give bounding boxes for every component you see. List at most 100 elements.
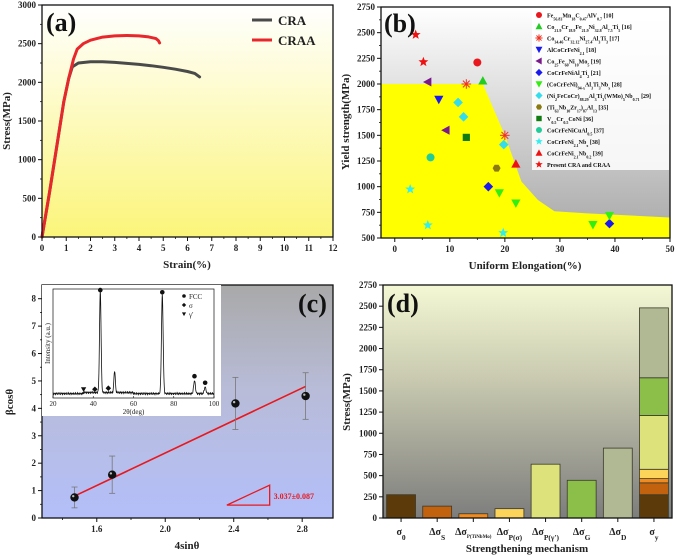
- x-tick-label: 20: [500, 244, 510, 254]
- y-tick-label: 500: [23, 193, 37, 203]
- x-tick-label: 2.4: [228, 524, 240, 534]
- x-tick-label: 12: [329, 243, 339, 253]
- legend-label-part: Ti: [597, 94, 603, 100]
- y-tick-label: 2750: [357, 2, 376, 12]
- legend-label-part: x: [586, 143, 588, 148]
- legend-ref: [10]: [602, 14, 614, 20]
- x-tick-label: 50: [666, 244, 676, 254]
- data-point: [70, 493, 79, 502]
- legend-label-part: (CoCrFeNi): [547, 82, 578, 89]
- x-tick-label: 7: [210, 243, 215, 253]
- data-point: [511, 199, 521, 208]
- legend-label-part: Nb: [579, 152, 587, 158]
- legend-label-part: Ni: [569, 60, 575, 66]
- data-point: [494, 189, 504, 198]
- legend-label-part: Al: [602, 25, 608, 31]
- y-tick-label: 0: [32, 513, 37, 523]
- data-point-highlight: [232, 400, 236, 404]
- legend-label-part: 60: [565, 62, 569, 67]
- legend-label: Fe56.83Mn18C0.47AlV0.7 [10]: [547, 14, 614, 22]
- legend-label: CoCrFeNiAl4Ti2 [21]: [547, 71, 601, 79]
- data-point: [301, 391, 310, 401]
- data-point: [418, 56, 429, 67]
- category-main: σ: [396, 527, 402, 538]
- legend-label-part: Al: [587, 106, 593, 112]
- legend-label-part: Co: [547, 25, 554, 31]
- legend-ref: [16]: [620, 25, 632, 31]
- x-tick-label: 10: [280, 243, 290, 253]
- legend-label-part: 2: [555, 97, 557, 102]
- y-tick-label: 250: [364, 492, 378, 502]
- slope-triangle: [226, 484, 271, 506]
- legend-ref: [28]: [610, 83, 622, 89]
- inset-x-tick-label: 20: [50, 400, 58, 408]
- inset-x-tick-label: 60: [130, 400, 138, 408]
- legend-label-part: AlCoCrFeNi: [547, 48, 580, 54]
- bar: [422, 505, 453, 519]
- legend-label-part: Al: [589, 94, 595, 100]
- legend-ref: [38]: [588, 140, 600, 146]
- y-tick-label: 1250: [357, 156, 376, 166]
- y-tick-label: 2000: [357, 79, 376, 89]
- legend-label-part: CoNi: [568, 117, 582, 123]
- legend-label-part: FeCoCr): [557, 93, 580, 100]
- x-tick-label: 2: [88, 243, 93, 253]
- legend-label-part: Zr: [570, 106, 577, 112]
- legend-item: Co21.9Cr18.9Fe21.9Ni32.8Al7.5Ti5 [16]: [535, 22, 632, 33]
- y-tick-label: 1250: [359, 407, 378, 417]
- inset-x-tick-label: 40: [90, 400, 98, 408]
- legend-marker: [535, 149, 543, 156]
- data-point: [461, 79, 472, 89]
- legend-marker: [535, 91, 543, 100]
- stacked-bar-segment: [639, 478, 669, 484]
- y-tick-label: 3000: [18, 0, 37, 10]
- legend-label-part: Cr: [563, 37, 570, 43]
- xrd-peak-marker: [92, 386, 98, 393]
- stacked-bar-segment: [639, 307, 669, 379]
- x-tick-label: 2.0: [160, 524, 172, 534]
- legend-ref: [36]: [582, 117, 594, 123]
- legend-label-part: 0.7: [597, 16, 602, 21]
- inset-legend-marker: [181, 312, 187, 317]
- category-sub: P(σ): [508, 533, 522, 542]
- legend-label: (CoCrFeNi)94-xAl3Ti3Nbx [28]: [547, 82, 622, 91]
- legend-label-part: 3: [591, 85, 593, 90]
- legend-label-part: Present CRA and CRAA: [547, 163, 611, 169]
- legend-label-part: 3: [606, 39, 608, 44]
- legend-label-part: (Ti: [547, 105, 555, 112]
- x-axis-label: Strengthening mechanism: [466, 543, 588, 555]
- legend-label-part: 94-x: [578, 85, 585, 90]
- inset-legend-label: σ: [189, 302, 193, 310]
- y-tick-label: 2: [32, 458, 37, 468]
- category-sub: P(TiNbMo): [467, 535, 492, 540]
- legend-label-part: 18: [571, 16, 575, 21]
- legend-label-part: 0.5: [551, 120, 556, 125]
- legend-label-part: 10: [575, 62, 579, 67]
- legend-marker: [535, 81, 543, 88]
- panel-b-yield-vs-elongation: 0 10 20 30 40 5050075010001250150017502000225…: [340, 2, 675, 272]
- y-tick-label: 0: [32, 232, 37, 242]
- legend-label-part: 13: [593, 108, 597, 113]
- legend-label-part: Cr: [556, 117, 563, 123]
- legend-item: Fe56.83Mn18C0.47AlV0.7 [10]: [536, 12, 614, 21]
- y-tick-label: 500: [362, 233, 376, 243]
- data-point: [500, 130, 510, 141]
- x-tick-label: 6: [185, 243, 190, 253]
- plot-frame: [382, 284, 673, 519]
- panel-label-b: (b): [384, 9, 416, 38]
- marker-stroke: [501, 131, 509, 140]
- data-point: [588, 221, 598, 230]
- category-label: σy: [649, 527, 658, 542]
- legend-label-part: Al: [585, 83, 591, 89]
- legend-label-part: 2: [587, 74, 589, 79]
- legend-label-part: 5: [623, 97, 625, 102]
- legend-label-part: CoCrFeNi: [547, 140, 574, 146]
- legend-marker: [535, 137, 543, 145]
- legend-item: Co25Fe60Ni10Mo5 [19]: [535, 57, 601, 67]
- legend-label-part: Ti: [593, 83, 599, 89]
- legend-marker: [535, 57, 542, 65]
- legend-ref: [19]: [589, 60, 601, 66]
- x-tick-label: 0: [40, 243, 45, 253]
- y-tick-label: 1500: [359, 386, 378, 396]
